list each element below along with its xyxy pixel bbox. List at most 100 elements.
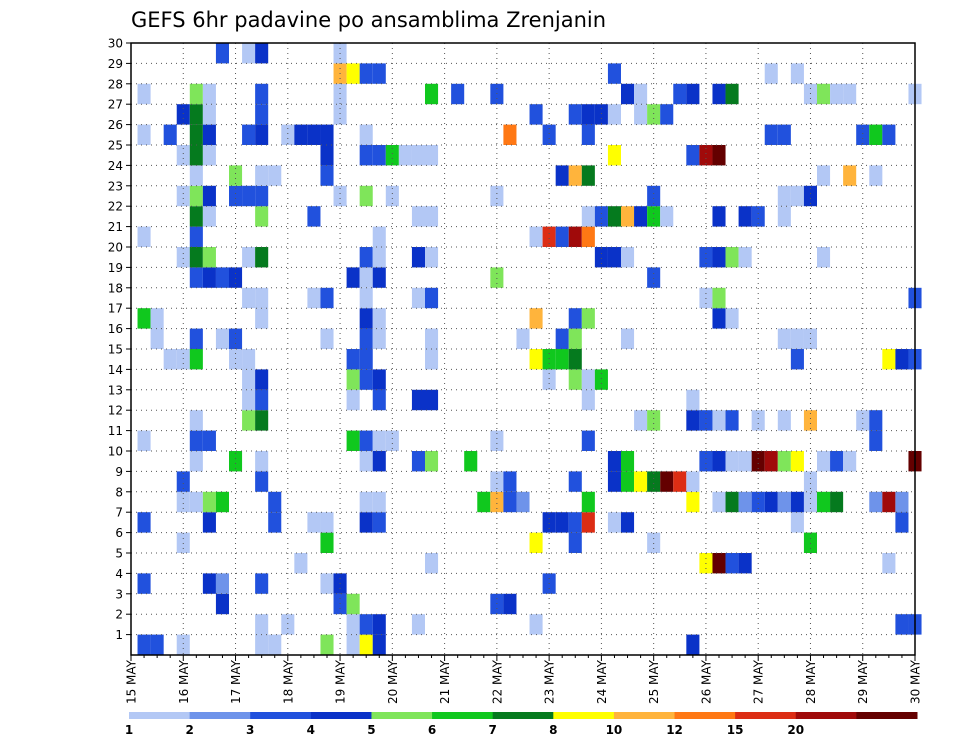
heatmap-cell [490,430,504,451]
heatmap-cell [268,634,282,655]
heatmap-cell [751,491,765,513]
heatmap-cell [830,491,844,513]
heatmap-cell [150,328,164,349]
heatmap-cell [882,349,896,370]
heatmap-cell [411,247,425,268]
colorbar-swatch [735,712,797,719]
y-tick-label: 20 [108,241,123,255]
heatmap-cell [320,124,334,145]
colorbar-swatch [371,712,433,719]
heatmap-cell [581,124,595,145]
heatmap-cell [359,491,373,513]
y-tick-label: 5 [115,547,123,561]
heatmap-cell [359,63,373,84]
heatmap-cell [255,165,269,186]
heatmap-cell [817,83,831,105]
heatmap-cell [425,553,439,574]
heatmap-cell [830,451,844,472]
heatmap-cell [764,451,778,472]
heatmap-cell [712,83,726,105]
heatmap-cell [777,410,791,431]
heatmap-cell [320,512,334,533]
heatmap-cell [607,451,621,472]
heatmap-cell [712,206,726,227]
heatmap-cell [817,247,831,268]
heatmap-cell [568,369,582,390]
heatmap-cell [647,267,661,288]
heatmap-cell [621,206,635,227]
heatmap-cell [215,267,229,288]
heatmap-cell [202,491,216,513]
heatmap-cell [189,410,203,431]
heatmap-cell [790,328,804,349]
heatmap-cell [320,287,334,309]
heatmap-cell [137,226,151,247]
heatmap-cell [189,104,203,125]
heatmap-cell [607,512,621,533]
heatmap-cell [255,43,269,64]
heatmap-cell [621,471,635,492]
heatmap-cell [255,206,269,227]
heatmap-cell [255,83,269,105]
heatmap-cell [320,573,334,594]
heatmap-cell [215,573,229,594]
x-tick-label: 24 MAY [595,659,609,704]
heatmap-cell [176,471,190,492]
heatmap-cell [790,63,804,84]
heatmap-cell [189,451,203,472]
heatmap-cell [320,634,334,655]
heatmap-cell [333,104,347,125]
heatmap-cell [307,206,321,227]
heatmap-cell [712,451,726,472]
heatmap-cell [790,451,804,472]
colorbar-swatch [310,712,372,719]
heatmap-cell [242,349,256,370]
heatmap-cell [516,491,530,513]
heatmap-cell [725,451,739,472]
heatmap-cell [346,593,360,615]
heatmap-cell [529,349,543,370]
heatmap-cell [725,247,739,268]
heatmap-cell [490,267,504,288]
colorbar-label: 20 [787,723,804,737]
plot-frame [130,42,916,656]
heatmap-cell [189,328,203,349]
heatmap-cell [555,165,569,186]
heatmap-cell [202,83,216,105]
heatmap-cell [372,247,386,268]
heatmap-cell [738,247,752,268]
heatmap-cell [359,185,373,207]
heatmap-cell [856,410,870,431]
heatmap-cell [725,83,739,105]
heatmap-cell [189,226,203,247]
heatmap-cell [607,104,621,125]
heatmap-cell [229,451,243,472]
y-tick-label: 3 [115,587,123,601]
heatmap-cell [568,328,582,349]
heatmap-cell [777,124,791,145]
colorbar-label: 1 [125,723,133,737]
heatmap-cell [163,349,177,370]
colorbar-swatch [250,712,312,719]
heatmap-cell [268,491,282,513]
heatmap-cell [255,614,269,635]
heatmap-cell [555,226,569,247]
heatmap-cell [607,145,621,166]
heatmap-cell [686,145,700,166]
heatmap-cell [895,491,909,513]
heatmap-cell [529,308,543,329]
heatmap-cell [385,430,399,451]
heatmap-cell [137,512,151,533]
colorbar-swatch [553,712,615,719]
heatmap-cell [255,389,269,411]
heatmap-cell [242,247,256,268]
heatmap-cell [189,124,203,145]
heatmap-cell [176,104,190,125]
heatmap-cell [320,165,334,186]
colorbar-label: 12 [666,723,683,737]
heatmap-cell [686,389,700,411]
y-tick-label: 6 [115,526,123,540]
y-tick-label: 22 [108,200,123,214]
heatmap-cell [137,634,151,655]
y-axis: 1234567891011121314151617181920212223242… [108,37,131,642]
